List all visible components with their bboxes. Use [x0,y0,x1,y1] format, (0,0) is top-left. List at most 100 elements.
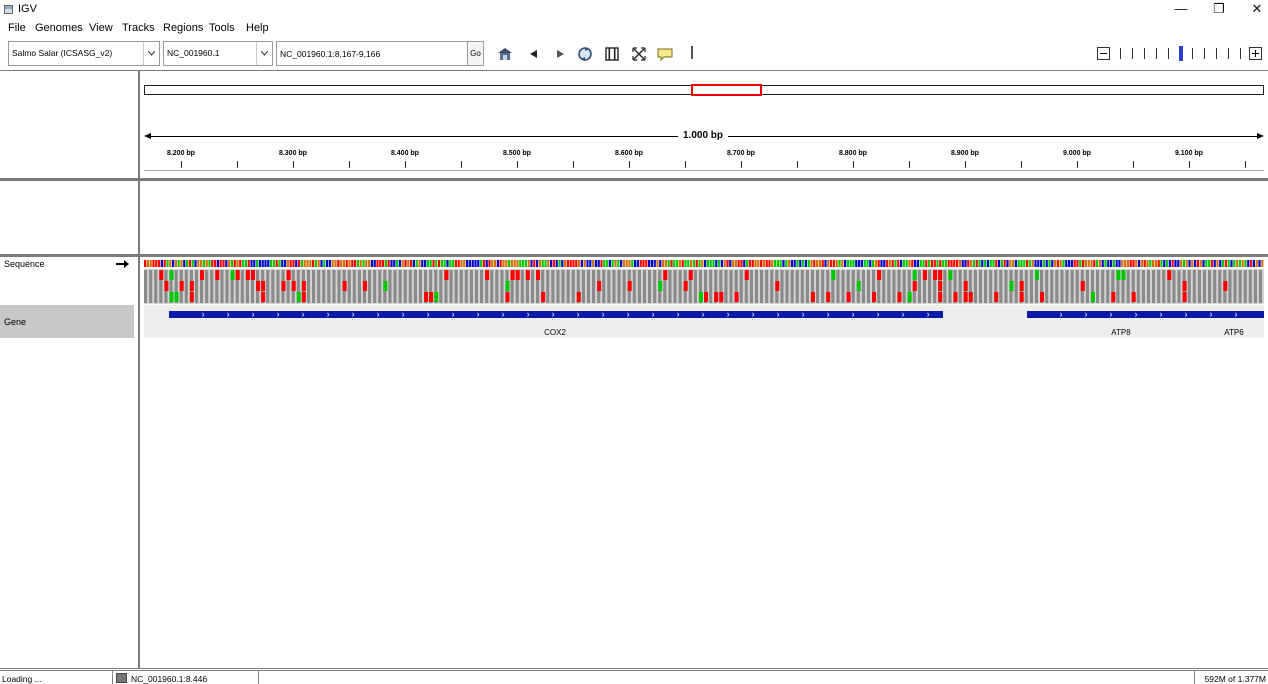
zoom-level-5[interactable] [1168,48,1169,59]
base [1255,260,1258,267]
read-column [500,270,504,303]
base [1062,260,1065,267]
read-column [795,270,799,303]
locus-search-input[interactable] [276,41,468,66]
base [1196,260,1199,267]
base [412,260,415,267]
base [911,260,914,267]
menu-tracks[interactable]: Tracks [122,22,155,34]
base [1227,260,1230,267]
base [1090,260,1093,267]
zoom-level-1[interactable] [1120,48,1121,59]
menu-file[interactable]: File [8,22,26,34]
gene-track-name[interactable]: Gene [4,317,27,327]
home-icon[interactable] [496,45,514,63]
mismatch-mark [719,292,724,302]
read-column [317,270,321,303]
ruler-tick-label: 8.900 bp [950,150,979,157]
ruler-tick [348,161,350,168]
go-button[interactable]: Go [467,41,484,66]
menu-view[interactable]: View [89,22,113,34]
data-panel-divider[interactable] [0,254,1268,257]
read-column [739,270,743,303]
zoom-level-9[interactable] [1216,48,1217,59]
close-button[interactable]: ✕ [1251,1,1263,16]
mismatch-mark [1034,270,1039,280]
sequence-track[interactable] [144,260,1264,305]
base [272,260,275,267]
sequence-track-name[interactable]: Sequence [4,259,45,269]
gene-feature-atp8[interactable]: › › › › › › › › [1026,311,1264,318]
base [368,260,371,267]
zoom-out-button[interactable] [1097,47,1110,60]
zoom-level-11[interactable] [1240,48,1241,59]
zoom-level-4[interactable] [1156,48,1157,59]
base [1112,260,1115,267]
menu-help[interactable]: Help [246,22,269,34]
strand-chevron-icon: › [526,311,530,318]
base [852,260,855,267]
resize-icon[interactable] [630,45,648,63]
mismatch-mark [286,270,291,280]
strand-chevron-icon: › [576,311,580,318]
read-column [632,270,636,303]
read-column [515,270,519,303]
current-view-indicator[interactable] [691,84,762,96]
zoom-level-2[interactable] [1132,48,1133,59]
mismatch-mark [1019,292,1024,302]
chromosome-dropdown[interactable]: NC_001960.1 [163,41,273,66]
read-column [749,270,753,303]
forward-icon[interactable] [551,45,569,63]
read-column [836,270,840,303]
mismatch-mark [342,281,347,291]
ruler-divider[interactable] [0,178,1268,181]
zoom-level-3[interactable] [1144,48,1145,59]
zoom-level-7[interactable] [1192,48,1193,59]
refresh-icon[interactable] [576,45,594,63]
mismatch-mark [444,270,449,280]
arrow-right-icon [1257,133,1264,139]
gene-feature-cox2[interactable]: › › › › › › › › › › › › › › › › › › › › › › › › › › › › › › [168,311,943,318]
base [404,260,407,267]
menu-genomes[interactable]: Genomes [35,22,83,34]
base [527,260,530,267]
strand-arrow-right-icon[interactable] [116,259,130,269]
read-column [240,270,244,303]
base [468,260,471,267]
read-column [861,270,865,303]
base [597,260,600,267]
name-panel-divider[interactable] [138,71,140,669]
zoom-level-10[interactable] [1228,48,1229,59]
ruler-tick [292,161,294,168]
read-column [424,270,428,303]
base [860,260,863,267]
mismatch-mark [714,292,719,302]
zoom-level-6[interactable] [1178,46,1183,61]
gene-track-name-panel[interactable] [0,305,134,338]
restore-button[interactable]: ❐ [1213,1,1225,16]
zoom-level-8[interactable] [1204,48,1205,59]
base [928,260,931,267]
base [684,260,687,267]
base [600,260,603,267]
menu-regions[interactable]: Regions [163,22,204,34]
zoom-in-button[interactable] [1249,47,1262,60]
back-icon[interactable] [525,45,543,63]
popup-info-icon[interactable] [656,45,674,63]
read-column [968,270,972,303]
base [177,260,180,267]
strand-chevron-icon: › [876,311,880,318]
base [225,260,228,267]
base [1230,260,1233,267]
roi-icon[interactable] [603,45,621,63]
read-column [1141,270,1145,303]
base [1059,260,1062,267]
genome-dropdown[interactable]: Salmo Salar (ICSASG_v2) [8,41,160,66]
read-column [149,270,153,303]
minimize-button[interactable]: — [1174,1,1188,16]
ruler-tick-label: 9.000 bp [1062,150,1091,157]
base [891,260,894,267]
gene-track[interactable] [144,305,1264,338]
window-title: IGV [18,3,37,15]
menu-tools[interactable]: Tools [209,22,235,34]
